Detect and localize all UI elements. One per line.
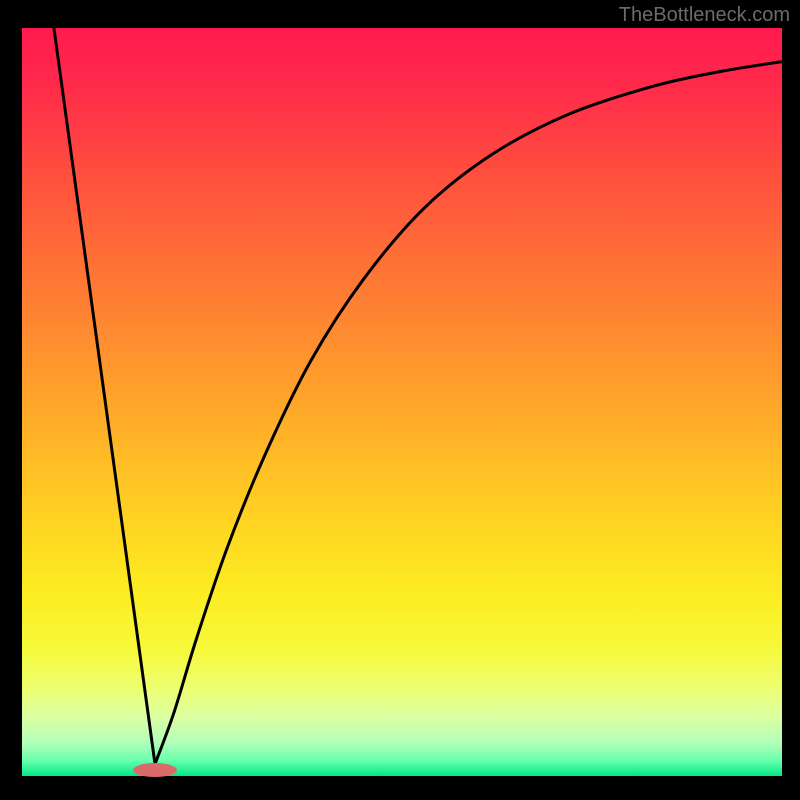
chart-svg	[0, 0, 800, 800]
plot-background	[22, 28, 782, 776]
watermark-text: TheBottleneck.com	[619, 4, 790, 27]
optimum-marker	[133, 763, 177, 777]
bottleneck-chart: TheBottleneck.com	[0, 0, 800, 800]
